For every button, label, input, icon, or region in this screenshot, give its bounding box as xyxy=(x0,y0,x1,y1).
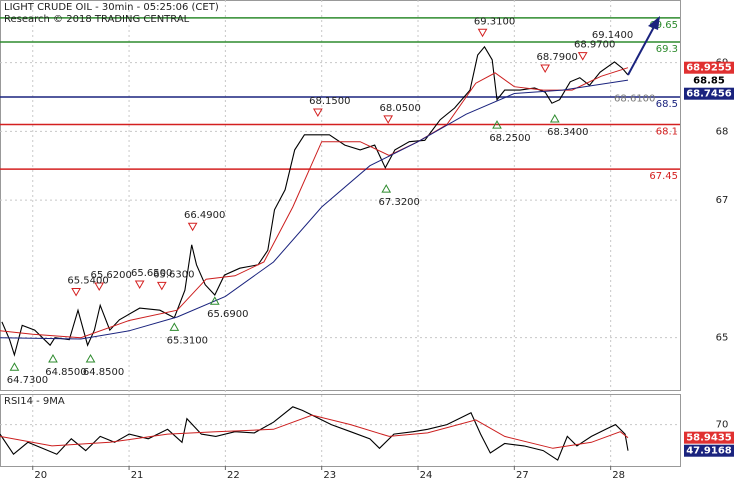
price-tag-label: 47.9168 xyxy=(686,446,732,457)
price-tag-label: 68.9255 xyxy=(686,63,732,74)
low-label: 68.3400 xyxy=(547,127,588,138)
x-tick-label: 24 xyxy=(420,470,433,480)
y-tick-label: 70 xyxy=(716,420,729,431)
y-tick-label: 68 xyxy=(716,126,729,137)
rsi-panel-frame xyxy=(0,394,681,467)
high-label: 65.5400 xyxy=(67,276,108,287)
high-label: 66.4900 xyxy=(184,210,225,221)
price-tag xyxy=(684,87,734,100)
series-line xyxy=(0,67,629,339)
level-label: 67.45 xyxy=(649,171,678,182)
high-label: 65.6300 xyxy=(153,269,194,280)
price-label: 69.1400 xyxy=(592,30,633,41)
rsi-title: RSI14 - 9MA xyxy=(4,396,65,407)
low-marker xyxy=(381,184,392,193)
reference-label: 68.6100 xyxy=(614,93,655,104)
low-marker xyxy=(549,113,560,123)
low-marker xyxy=(492,120,502,129)
chart-title: LIGHT CRUDE OIL - 30min - 05:25:06 (CET) xyxy=(4,2,219,13)
series-line xyxy=(0,414,629,449)
low-label: 65.3100 xyxy=(167,335,208,346)
x-tick-label: 27 xyxy=(516,470,529,480)
level-label: 69.65 xyxy=(649,20,678,31)
series-line xyxy=(0,79,629,340)
low-marker xyxy=(85,353,96,363)
high-label: 68.7900 xyxy=(536,52,577,63)
price-tag xyxy=(684,444,734,457)
high-label: 65.6200 xyxy=(91,270,132,281)
high-label: 69.3100 xyxy=(474,16,515,27)
high-marker xyxy=(94,282,105,292)
low-label: 64.7300 xyxy=(7,375,48,386)
high-label: 68.9700 xyxy=(574,40,615,51)
low-marker xyxy=(209,296,220,305)
price-tag-label: 68.85 xyxy=(693,76,725,87)
x-tick-label: 22 xyxy=(227,470,240,480)
x-tick-label: 21 xyxy=(131,470,144,480)
low-label: 67.3200 xyxy=(379,197,420,208)
level-label: 69.3 xyxy=(656,44,678,55)
high-label: 65.6500 xyxy=(131,268,172,279)
high-marker xyxy=(187,222,198,232)
low-label: 65.6900 xyxy=(207,309,248,320)
y-tick-label: 65 xyxy=(716,333,729,344)
price-tag-label: 58.9435 xyxy=(686,433,732,444)
x-tick-label: 23 xyxy=(323,470,336,480)
forecast-arrowhead xyxy=(648,16,660,30)
high-marker xyxy=(71,288,81,297)
high-marker xyxy=(156,281,167,291)
x-tick-label: 28 xyxy=(612,470,625,480)
low-label: 68.2500 xyxy=(489,133,530,144)
high-marker xyxy=(134,280,145,289)
high-marker xyxy=(540,64,551,74)
level-label: 68.5 xyxy=(656,99,678,110)
price-tag xyxy=(684,61,734,74)
series-line xyxy=(0,406,629,461)
chart-subtitle: Research © 2018 TRADING CENTRAL xyxy=(4,14,190,25)
level-label: 68.1 xyxy=(656,126,678,137)
high-marker xyxy=(383,115,394,124)
low-marker xyxy=(9,362,20,371)
high-marker xyxy=(477,28,488,38)
price-tag xyxy=(684,431,734,444)
low-marker xyxy=(48,353,58,363)
price-panel-frame xyxy=(0,0,681,391)
low-label: 64.8500 xyxy=(83,367,124,378)
high-marker xyxy=(577,52,588,61)
high-label: 68.1500 xyxy=(309,96,350,107)
high-marker xyxy=(312,108,323,118)
x-tick-label: 20 xyxy=(34,470,47,480)
price-tag-label: 68.7456 xyxy=(686,89,732,100)
low-label: 64.8500 xyxy=(45,367,86,378)
y-tick-label: 67 xyxy=(716,195,729,206)
high-label: 68.0500 xyxy=(379,103,420,114)
low-marker xyxy=(169,322,180,331)
forecast-arrow xyxy=(627,24,656,76)
